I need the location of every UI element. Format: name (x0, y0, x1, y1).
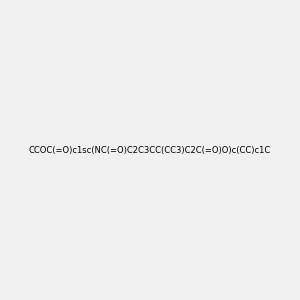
Text: CCOC(=O)c1sc(NC(=O)C2C3CC(CC3)C2C(=O)O)c(CC)c1C: CCOC(=O)c1sc(NC(=O)C2C3CC(CC3)C2C(=O)O)c… (29, 146, 271, 154)
